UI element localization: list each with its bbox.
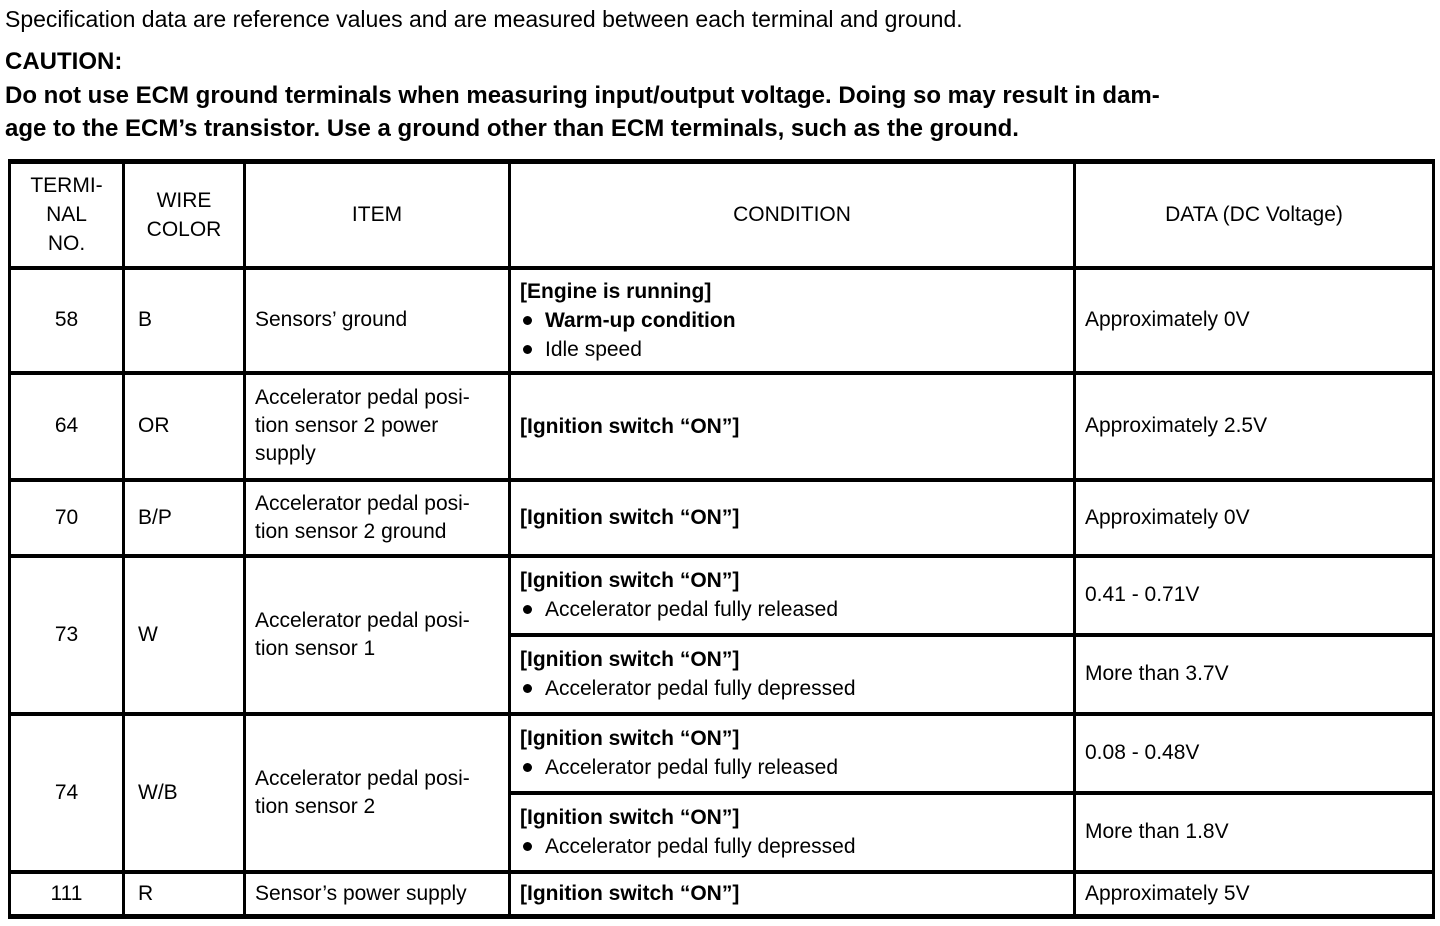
condition-cell: [Ignition switch “ON”] Accelerator pedal…: [508, 711, 1076, 795]
condition-header: [Ignition switch “ON”]: [520, 882, 740, 906]
table-row-64: 64 OR Accelerator pedal posi- tion senso…: [8, 370, 1435, 482]
col-header-item: ITEM: [243, 159, 511, 270]
terminal-no: 73: [8, 553, 125, 716]
caution-body: Do not use ECM ground terminals when mea…: [5, 82, 1160, 142]
condition-cell: [Ignition switch “ON”] Accelerator pedal…: [508, 632, 1076, 716]
condition-bullet: Warm-up condition: [520, 306, 1072, 335]
condition-bullet: Idle speed: [520, 335, 1072, 364]
terminal-no: 64: [8, 370, 125, 482]
condition-bullet: Accelerator pedal fully depressed: [520, 674, 1072, 703]
wire-color: W: [122, 553, 246, 716]
data-value: 0.41 - 0.71V: [1073, 553, 1435, 637]
condition-bullet-text: Accelerator pedal fully depressed: [545, 835, 856, 858]
condition-bullet: Accelerator pedal fully depressed: [520, 832, 1072, 861]
wire-color: B/P: [122, 477, 246, 558]
intro-text: Specification data are reference values …: [5, 6, 963, 32]
condition-cell: [Ignition switch “ON”] Accelerator pedal…: [508, 790, 1076, 874]
terminal-no: 70: [8, 477, 125, 558]
condition-cell: [Engine is running] Warm-up condition Id…: [508, 265, 1076, 375]
terminal-no: 74: [8, 711, 125, 874]
condition-cell: [Ignition switch “ON”]: [508, 477, 1076, 558]
terminal-no: 58: [8, 265, 125, 375]
table-row-73-sub: [Ignition switch “ON”] Accelerator pedal…: [10, 632, 1435, 716]
wire-color: R: [122, 869, 246, 919]
col-header-data: DATA (DC Voltage): [1073, 159, 1435, 270]
condition-cell: [Ignition switch “ON”] Accelerator pedal…: [508, 553, 1076, 637]
condition-bullet-text: Accelerator pedal fully released: [545, 598, 838, 621]
data-value: 0.08 - 0.48V: [1073, 711, 1435, 795]
condition-header: [Ignition switch “ON”]: [520, 648, 740, 671]
table-row-74: 74 W/B Accelerator pedal posi- tion sens…: [8, 711, 1435, 874]
bullet-icon: [523, 344, 532, 354]
caution-label: CAUTION:: [5, 48, 123, 75]
condition-header: [Ignition switch “ON”]: [520, 569, 740, 592]
terminal-no: 111: [8, 869, 125, 919]
condition-bullet-text: Accelerator pedal fully depressed: [545, 677, 856, 700]
data-value: Approximately 5V: [1073, 869, 1435, 919]
col-header-condition: CONDITION: [508, 159, 1076, 270]
data-value: Approximately 2.5V: [1073, 370, 1435, 482]
condition-header: [Ignition switch “ON”]: [520, 806, 740, 829]
condition-bullet: Accelerator pedal fully released: [520, 595, 1072, 624]
data-value: More than 1.8V: [1073, 790, 1435, 874]
condition-bullet-text: Idle speed: [545, 337, 642, 361]
item: Sensors’ ground: [243, 265, 511, 375]
bullet-icon: [523, 605, 532, 614]
condition-bullet-text: Warm-up condition: [545, 308, 736, 332]
bullet-icon: [523, 684, 532, 693]
item: Sensor’s power supply: [243, 869, 511, 919]
bullet-icon: [523, 315, 532, 325]
data-value: More than 3.7V: [1073, 632, 1435, 716]
item: Accelerator pedal posi- tion sensor 2 po…: [243, 370, 511, 482]
table-row-58: 58 B Sensors’ ground [Engine is running]…: [8, 265, 1435, 375]
header-row: TERMI- NAL NO. WIRE COLOR ITEM CONDITION…: [8, 159, 1435, 270]
condition-bullet-text: Accelerator pedal fully released: [545, 756, 838, 779]
table-row-74-sub: [Ignition switch “ON”] Accelerator pedal…: [10, 790, 1435, 874]
col-header-terminal-no: TERMI- NAL NO.: [8, 159, 125, 270]
condition-header: [Ignition switch “ON”]: [520, 506, 740, 529]
condition-bullet: Accelerator pedal fully released: [520, 753, 1072, 782]
item: Accelerator pedal posi- tion sensor 2 gr…: [243, 477, 511, 558]
wire-color: W/B: [122, 711, 246, 874]
wire-color: OR: [122, 370, 246, 482]
data-value: Approximately 0V: [1073, 477, 1435, 558]
table-row-111: 111 R Sensor’s power supply [Ignition sw…: [8, 869, 1435, 919]
terminal-spec-table: TERMI- NAL NO. WIRE COLOR ITEM CONDITION…: [8, 159, 1435, 919]
bullet-icon: [523, 763, 532, 772]
condition-header: [Ignition switch “ON”]: [520, 727, 740, 750]
condition-cell: [Ignition switch “ON”]: [508, 370, 1076, 482]
item: Accelerator pedal posi- tion sensor 2: [243, 711, 511, 874]
data-value: Approximately 0V: [1073, 265, 1435, 375]
table-row-73: 73 W Accelerator pedal posi- tion sensor…: [8, 553, 1435, 716]
condition-header: [Ignition switch “ON”]: [520, 414, 740, 438]
condition-cell: [Ignition switch “ON”]: [508, 869, 1076, 919]
wire-color: B: [122, 265, 246, 375]
bullet-icon: [523, 842, 532, 851]
col-header-wire-color: WIRE COLOR: [122, 159, 246, 270]
item: Accelerator pedal posi- tion sensor 1: [243, 553, 511, 716]
table-row-70: 70 B/P Accelerator pedal posi- tion sens…: [8, 477, 1435, 558]
condition-header: [Engine is running]: [520, 279, 712, 303]
